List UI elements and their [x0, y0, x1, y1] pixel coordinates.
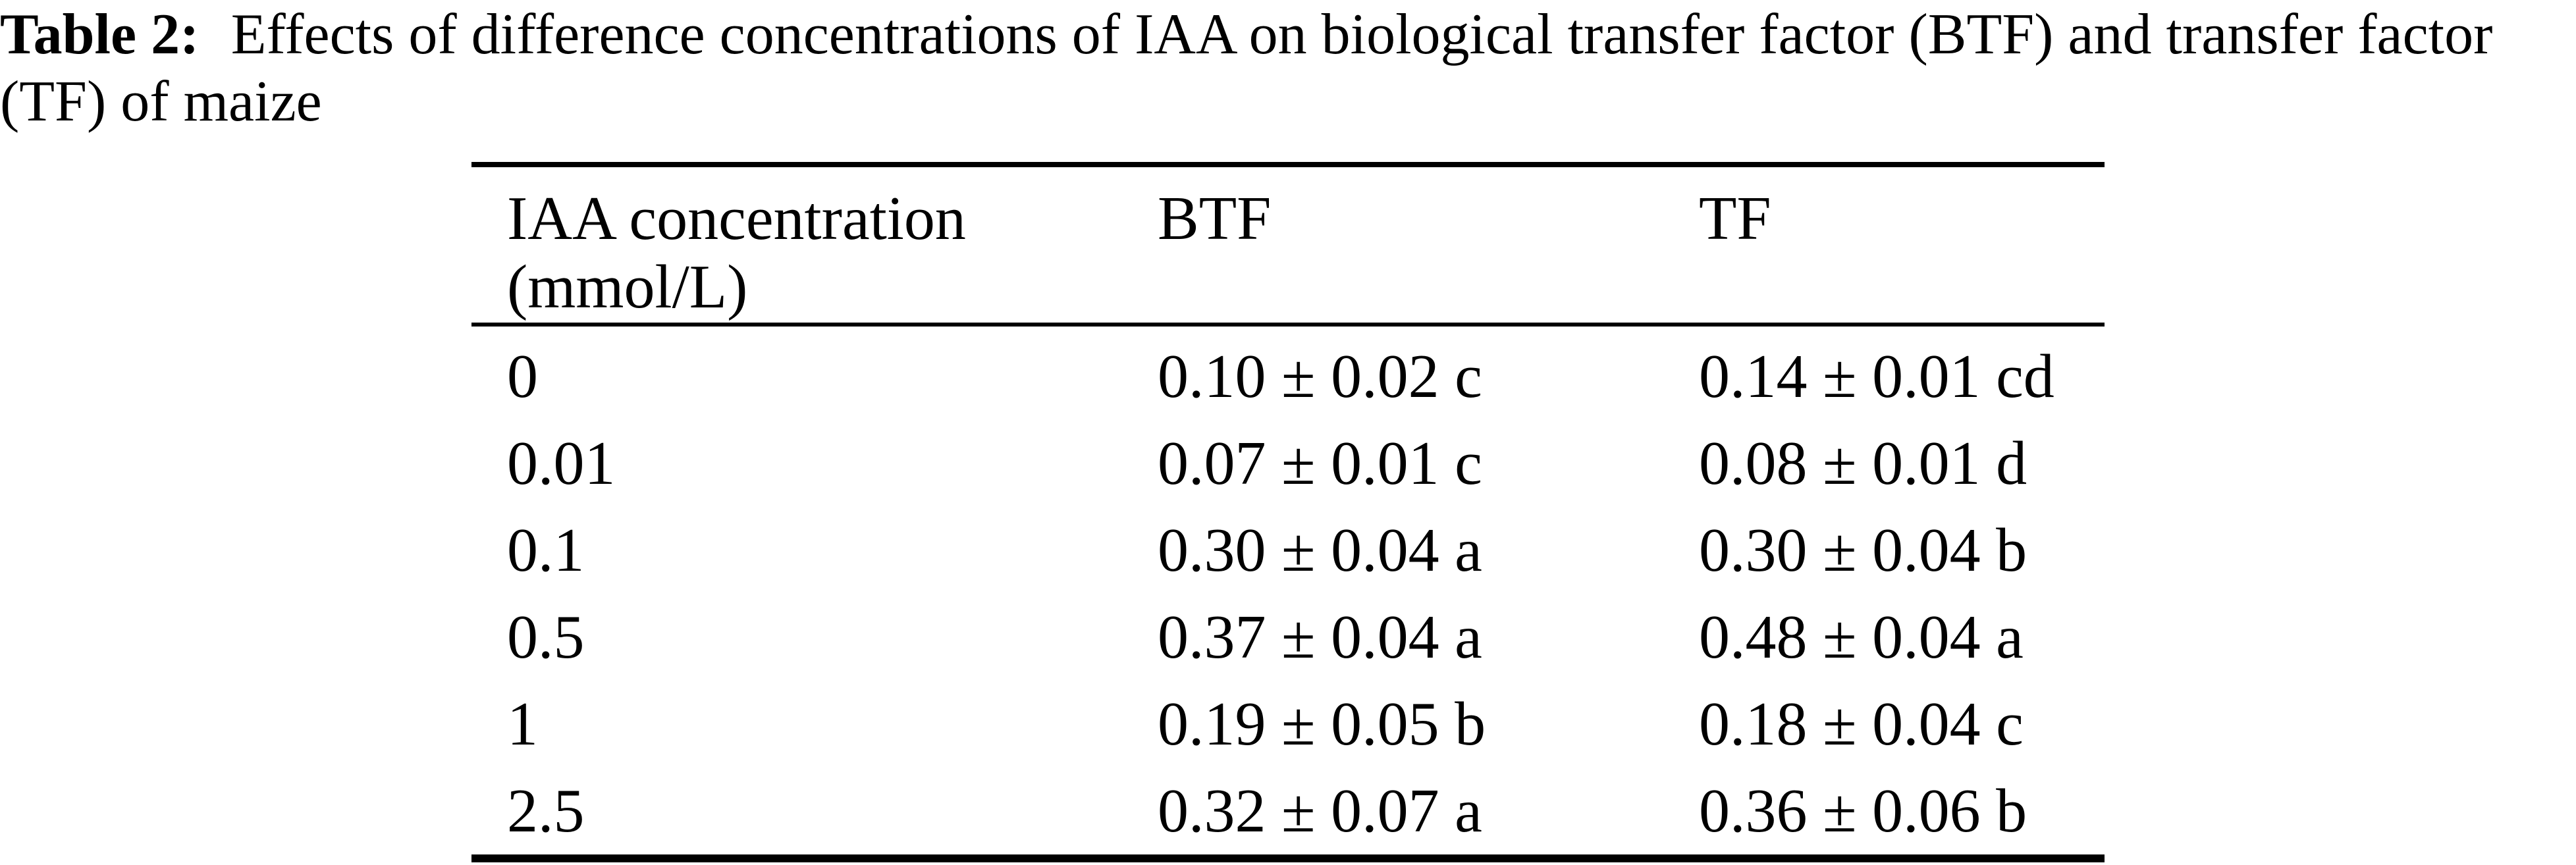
cell-btf: 0.32 ± 0.07 a — [1158, 777, 1482, 845]
caption-text: Effects of difference concentrations of … — [230, 3, 2493, 66]
table-body: 0 0.10 ± 0.02 c 0.14 ± 0.01 cd 0.01 0.07… — [471, 327, 2105, 854]
cell-btf: 0.30 ± 0.04 a — [1158, 516, 1482, 585]
header-iaa-concentration: IAA concentration (mmol/L) — [471, 184, 1158, 323]
header-iaa-line2: (mmol/L) — [507, 253, 748, 321]
header-tf-line1: TF — [1699, 184, 1771, 253]
cell-concentration: 2.5 — [507, 777, 585, 845]
table-header-row: IAA concentration (mmol/L) BTF TF — [471, 167, 2105, 323]
cell-tf: 0.18 ± 0.04 c — [1699, 690, 2024, 758]
table-row: 0.5 0.37 ± 0.04 a 0.48 ± 0.04 a — [471, 594, 2105, 681]
caption-line-1: Table 2: Effects of difference concentrat… — [0, 1, 2576, 68]
data-table: IAA concentration (mmol/L) BTF TF 0 0.10… — [471, 162, 2105, 862]
cell-tf: 0.48 ± 0.04 a — [1699, 603, 2024, 671]
caption-line-2: (TF) of maize — [0, 70, 322, 134]
cell-tf: 0.08 ± 0.01 d — [1699, 429, 2027, 498]
caption-label: Table 2: — [0, 3, 200, 66]
table-caption: Table 2: Effects of difference concentrat… — [0, 0, 2576, 136]
header-btf-line1: BTF — [1158, 184, 1272, 253]
header-iaa-line1: IAA concentration — [507, 184, 966, 253]
header-tf: TF — [1699, 184, 2105, 323]
table-row: 1 0.19 ± 0.05 b 0.18 ± 0.04 c — [471, 681, 2105, 768]
cell-btf: 0.07 ± 0.01 c — [1158, 429, 1482, 498]
cell-concentration: 0.1 — [507, 516, 585, 585]
cell-concentration: 0.5 — [507, 603, 585, 671]
table-top-rule — [471, 162, 2105, 167]
cell-btf: 0.37 ± 0.04 a — [1158, 603, 1482, 671]
table-bottom-rule — [471, 854, 2105, 862]
cell-tf: 0.36 ± 0.06 b — [1699, 777, 2027, 845]
cell-tf: 0.14 ± 0.01 cd — [1699, 342, 2054, 411]
cell-tf: 0.30 ± 0.04 b — [1699, 516, 2027, 585]
table-row: 2.5 0.32 ± 0.07 a 0.36 ± 0.06 b — [471, 768, 2105, 854]
cell-concentration: 0.01 — [507, 429, 616, 498]
table-row: 0.1 0.30 ± 0.04 a 0.30 ± 0.04 b — [471, 507, 2105, 594]
cell-btf: 0.19 ± 0.05 b — [1158, 690, 1486, 758]
table-header-rule — [471, 323, 2105, 327]
table-row: 0 0.10 ± 0.02 c 0.14 ± 0.01 cd — [471, 333, 2105, 420]
table-row: 0.01 0.07 ± 0.01 c 0.08 ± 0.01 d — [471, 420, 2105, 507]
cell-btf: 0.10 ± 0.02 c — [1158, 342, 1482, 411]
cell-concentration: 0 — [507, 342, 538, 411]
header-btf: BTF — [1158, 184, 1699, 323]
cell-concentration: 1 — [507, 690, 538, 758]
